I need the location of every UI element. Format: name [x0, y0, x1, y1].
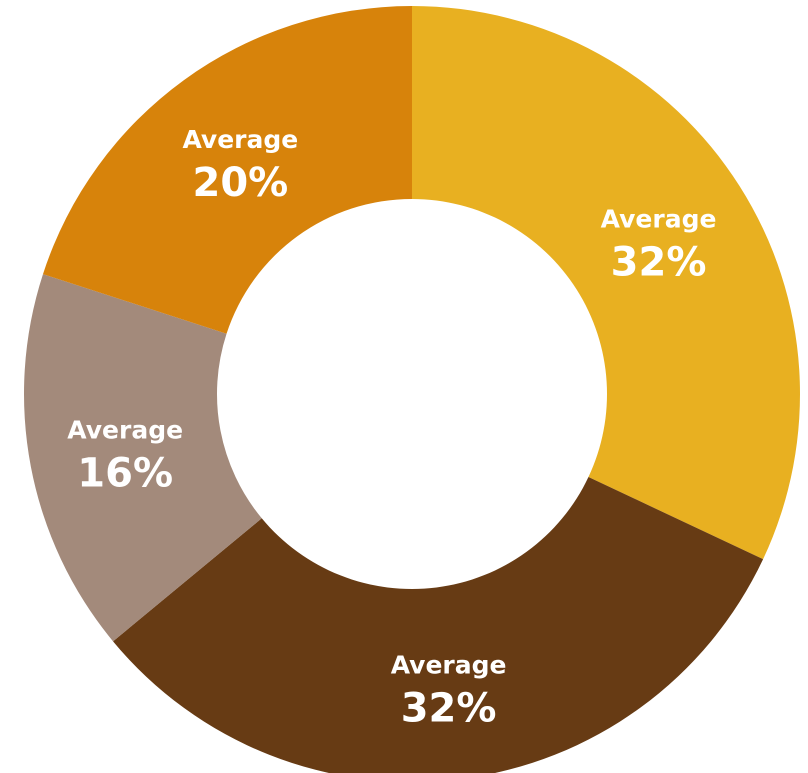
donut-slice-2: [113, 477, 764, 773]
slice-label-name-1: Average: [601, 205, 717, 234]
slice-label-value-3: 16%: [77, 451, 173, 497]
slice-label-name-4: Average: [182, 125, 298, 154]
slice-labels: Average 32% Average 32% Average 16% Average 20%: [67, 125, 716, 732]
donut-slices: [24, 6, 800, 773]
donut-slice-3: [24, 274, 262, 642]
slice-label-name-2: Average: [391, 651, 507, 680]
slice-label-value-2: 32%: [401, 686, 497, 732]
donut-slice-1: [412, 6, 800, 560]
donut-slice-4: [42, 6, 412, 334]
slice-label-name-3: Average: [67, 416, 183, 445]
slice-label-value-1: 32%: [611, 240, 707, 286]
slice-label-value-4: 20%: [192, 160, 288, 206]
